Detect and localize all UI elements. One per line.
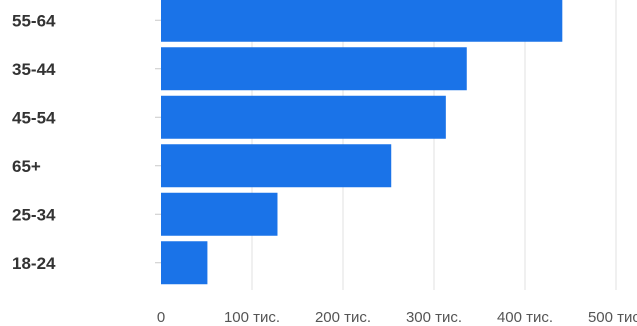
category-label: 45-54 [12,108,56,127]
category-label: 35-44 [12,60,56,79]
bar[interactable] [161,144,392,188]
x-tick-label: 200 тис. [315,309,371,326]
category-label: 18-24 [12,254,56,273]
bar[interactable] [161,0,563,42]
bars [161,0,563,285]
x-axis-tick-labels: 0 100 тис. 200 тис. 300 тис. 400 тис. 500 тис… [157,309,637,326]
x-tick-label: 0 [157,309,165,326]
x-tick-label: 500 тис. [588,309,637,326]
category-label: 55-64 [12,11,56,30]
category-labels: 55-64 35-44 45-54 65+ 25-34 18-24 [12,11,56,273]
x-tick-label: 300 тис. [406,309,462,326]
x-tick-label: 400 тис. [497,309,553,326]
bar[interactable] [161,241,208,285]
category-label: 65+ [12,157,41,176]
bar[interactable] [161,192,278,236]
bar[interactable] [161,95,446,139]
bar[interactable] [161,47,467,91]
x-tick-label: 100 тис. [224,309,280,326]
category-label: 25-34 [12,205,56,224]
